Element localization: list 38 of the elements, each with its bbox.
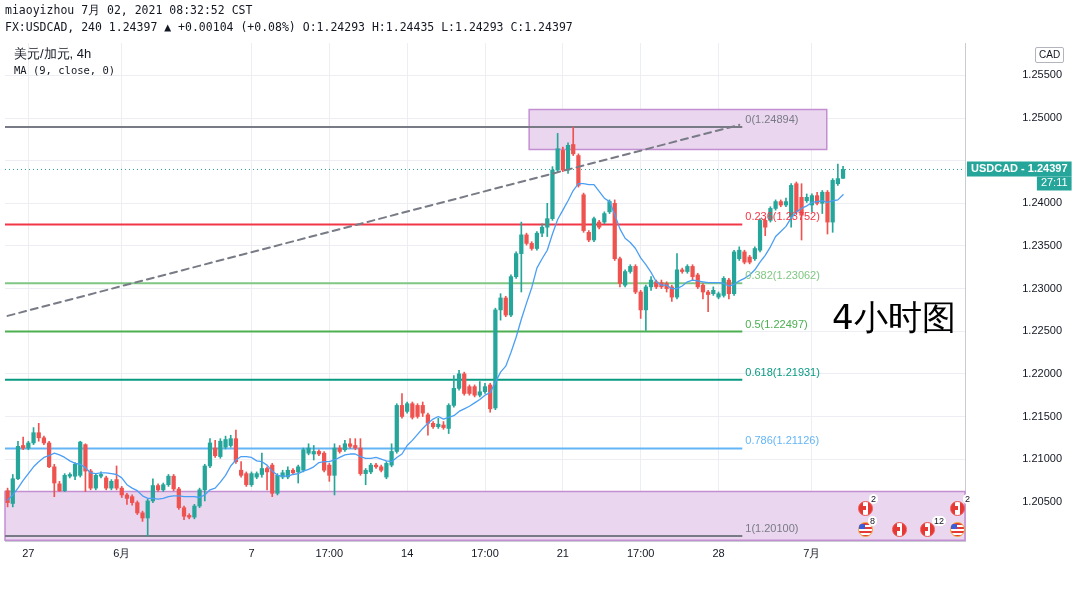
- annotation: 2: [963, 494, 973, 505]
- ref-line-label: 0(1.24894): [745, 113, 799, 126]
- x-tick-label: 27: [22, 546, 35, 559]
- y-tick-label: 1.21000: [1022, 452, 1062, 465]
- annotation: 2: [869, 494, 879, 505]
- y-tick-label: 1.23500: [1022, 238, 1062, 251]
- x-tick-label: 7月: [803, 546, 821, 559]
- ref-line-label: 1(1.20100): [745, 521, 799, 534]
- annotation: 8: [868, 516, 878, 527]
- y-tick-label: 1.21500: [1022, 409, 1062, 422]
- x-tick-label: 17:00: [626, 546, 655, 559]
- y-tick-label: 1.22500: [1022, 324, 1062, 337]
- candlestick: [264, 466, 270, 491]
- x-tick-label: 17:00: [471, 546, 499, 559]
- text: 27:11: [1040, 176, 1068, 189]
- y-tick-label: 1.25000: [1022, 111, 1062, 124]
- x-tick-label: 6月: [113, 546, 131, 559]
- annotation: 12: [932, 516, 947, 527]
- text: MA (9, close, 0): [14, 64, 116, 77]
- y-tick-label: 1.23000: [1022, 281, 1062, 294]
- x-tick-label: 17:00: [315, 546, 344, 559]
- x-tick-label: 21: [556, 546, 569, 559]
- text: FX:USDCAD, 240 1.24397 ▲ +0.00104 (+0.08%) O:1.24293 H:1.24435 L:1.24293 C:1.24397: [5, 20, 573, 35]
- ref-line-label: USDCAD - 1.24397: [971, 162, 1068, 175]
- ref-line-label: 0.5(1.22497): [745, 317, 808, 330]
- y-tick-label: 1.24000: [1022, 196, 1062, 209]
- x-tick-label: 14: [401, 546, 414, 559]
- x-tick-label: 7: [248, 546, 255, 559]
- chart-title: 美元/加元, 4h: [14, 46, 92, 62]
- y-axis-title: CAD: [1035, 47, 1065, 63]
- text: miaoyizhou 7月 02, 2021 08:32:52 CST: [5, 3, 253, 18]
- y-tick-label: 1.22000: [1022, 366, 1062, 379]
- annotation: 4小时图: [832, 297, 956, 338]
- x-tick-label: 28: [712, 546, 725, 559]
- y-tick-label: 1.20500: [1022, 494, 1062, 507]
- ref-line-label: 0.618(1.21931): [745, 365, 820, 378]
- ref-line-label: 0.786(1.21126): [745, 434, 820, 447]
- y-tick-label: 1.25500: [1022, 68, 1062, 81]
